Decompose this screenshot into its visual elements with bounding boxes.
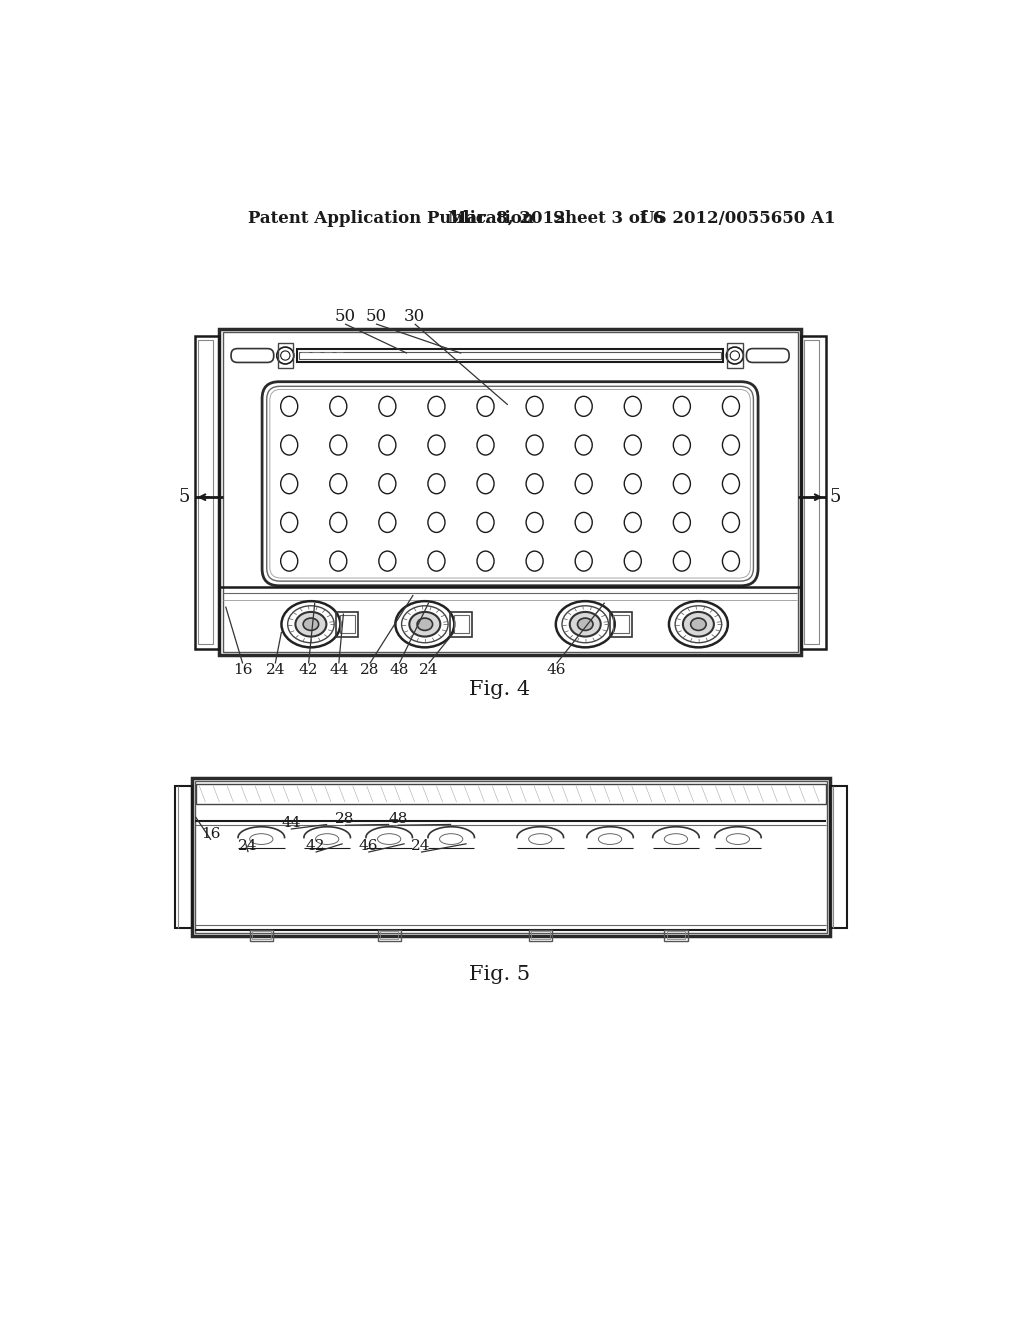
Bar bbox=[528, 929, 552, 941]
Text: 48: 48 bbox=[389, 663, 409, 677]
Bar bbox=[191, 779, 830, 936]
Text: 30: 30 bbox=[404, 308, 425, 325]
Ellipse shape bbox=[417, 618, 432, 631]
Text: 44: 44 bbox=[329, 663, 348, 677]
Text: 24: 24 bbox=[412, 840, 431, 853]
Text: US 2012/0055650 A1: US 2012/0055650 A1 bbox=[640, 210, 835, 227]
Text: 42: 42 bbox=[306, 840, 326, 853]
Bar bbox=[197, 784, 825, 804]
Text: Fig. 4: Fig. 4 bbox=[469, 680, 530, 700]
Bar bbox=[252, 932, 270, 940]
Text: 50: 50 bbox=[366, 308, 387, 325]
Text: 28: 28 bbox=[335, 812, 354, 826]
Ellipse shape bbox=[410, 612, 440, 636]
Ellipse shape bbox=[578, 618, 593, 631]
Text: 16: 16 bbox=[232, 663, 253, 677]
Bar bbox=[830, 785, 847, 928]
Bar bbox=[195, 335, 219, 649]
Bar bbox=[250, 929, 273, 941]
Text: 5: 5 bbox=[179, 488, 190, 506]
Bar bbox=[454, 615, 469, 634]
Text: 46: 46 bbox=[358, 840, 378, 853]
Bar bbox=[667, 932, 685, 940]
Text: 50: 50 bbox=[335, 308, 355, 325]
Ellipse shape bbox=[683, 612, 714, 636]
Bar bbox=[337, 612, 358, 636]
Bar bbox=[278, 343, 293, 368]
Bar bbox=[665, 929, 687, 941]
Text: 42: 42 bbox=[299, 663, 318, 677]
Bar bbox=[451, 612, 472, 636]
Bar bbox=[198, 341, 213, 644]
Bar bbox=[299, 351, 721, 359]
Text: Sheet 3 of 6: Sheet 3 of 6 bbox=[553, 210, 664, 227]
Text: Mar. 8, 2012: Mar. 8, 2012 bbox=[449, 210, 565, 227]
Ellipse shape bbox=[569, 612, 601, 636]
Bar bbox=[219, 330, 801, 655]
Bar bbox=[613, 615, 629, 634]
Text: 46: 46 bbox=[547, 663, 566, 677]
Bar bbox=[610, 612, 632, 636]
Text: 24: 24 bbox=[265, 663, 285, 677]
Text: 24: 24 bbox=[419, 663, 438, 677]
Bar bbox=[531, 932, 550, 940]
Bar bbox=[297, 350, 723, 362]
Bar bbox=[801, 335, 825, 649]
Bar bbox=[195, 781, 827, 933]
Text: 16: 16 bbox=[201, 826, 221, 841]
Text: Fig. 5: Fig. 5 bbox=[469, 965, 530, 985]
Bar bbox=[727, 343, 742, 368]
Bar bbox=[804, 341, 819, 644]
Text: 24: 24 bbox=[239, 840, 258, 853]
Bar bbox=[222, 333, 798, 652]
Text: 28: 28 bbox=[360, 663, 380, 677]
Ellipse shape bbox=[690, 618, 707, 631]
Bar bbox=[174, 785, 191, 928]
Text: 5: 5 bbox=[829, 488, 842, 506]
Text: 44: 44 bbox=[281, 816, 300, 830]
Bar bbox=[380, 932, 398, 940]
Bar bbox=[340, 615, 355, 634]
Bar bbox=[378, 929, 400, 941]
Text: Patent Application Publication: Patent Application Publication bbox=[248, 210, 534, 227]
Ellipse shape bbox=[295, 612, 327, 636]
Ellipse shape bbox=[303, 618, 318, 631]
Text: 48: 48 bbox=[388, 812, 408, 826]
